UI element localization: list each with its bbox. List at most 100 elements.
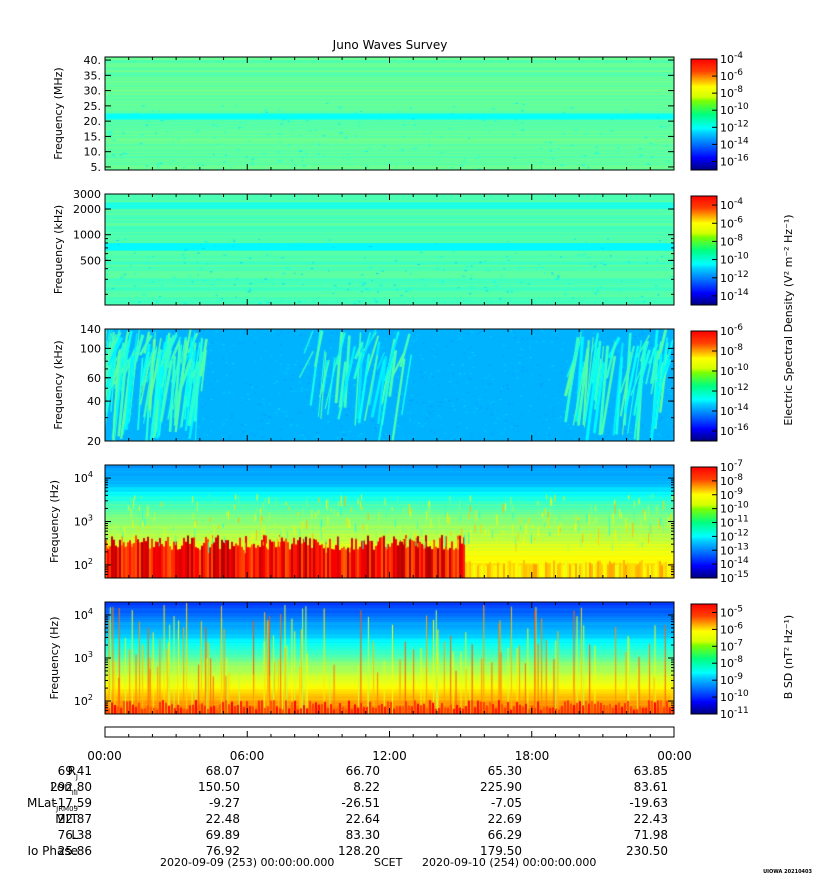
y-tick-label: 60 [87, 372, 101, 385]
ephemeris-value: -7.05 [491, 796, 522, 810]
y-axis-label: Frequency (MHz) [52, 67, 65, 159]
y-tick-label: 10. [84, 146, 102, 159]
ephemeris-value: 66.70 [346, 764, 380, 778]
colorbar-tick-label: 10-12 [720, 383, 749, 398]
y-tick-label: 104 [74, 607, 93, 622]
ephemeris-label: Io Phase [27, 844, 78, 858]
ephemeris-value: 22.48 [206, 812, 240, 826]
ephemeris-label: LonIII [50, 780, 78, 797]
ephemeris-label: RJ [68, 764, 78, 781]
colorbar-tick-label: 10-6 [720, 68, 743, 83]
footer-end-time: 2020-09-10 (254) 00:00:00.000 [422, 856, 596, 869]
ephemeris-value: 230.50 [626, 844, 668, 858]
colorbar-tick-label: 10-10 [720, 252, 749, 267]
colorbar-tick-label: 10-8 [720, 655, 743, 670]
colorbar-tick-label: 10-16 [720, 423, 749, 438]
colorbar: 10-4 10-6 10-8 10-10 10-12 10-14 [690, 195, 749, 306]
ephemeris-value: 22.87 [58, 812, 92, 826]
ephemeris-value: 76.92 [206, 844, 240, 858]
y-tick-label: 40. [84, 54, 102, 67]
colorbar-tick-label: 10-5 [720, 604, 743, 619]
time-tick-label: 00:00 [87, 749, 122, 763]
y-tick-label: 500 [80, 254, 101, 267]
ephemeris-row: MLatJRM09-17.59 -9.27 -26.51 -7.05 -19.63 [27, 796, 668, 813]
ephemeris-value: 83.30 [346, 828, 380, 842]
colorbar-gradient [690, 603, 718, 715]
spectrogram-image [105, 329, 674, 441]
colorbar-tick-label: 10-4 [720, 197, 743, 212]
ephemeris-label: L [71, 828, 78, 842]
ephemeris-value: 83.61 [634, 780, 668, 794]
spectrogram-panels: 5. 10. 15. 20. 25. 30. 35. 40. Frequency (MHz) 10… [48, 51, 749, 721]
y-tick-label: 100 [80, 342, 101, 355]
colorbar-tick-label: 10-10 [720, 102, 749, 117]
y-tick-label: 2000 [73, 203, 101, 216]
footer-start-time: 2020-09-09 (253) 00:00:00.000 [160, 856, 334, 869]
y-tick-label: 3000 [73, 188, 101, 201]
panel-lfr-high: 20 40 60 100 140 Frequency (kHz) 10-6 10-8 10-10… [52, 323, 749, 448]
colorbar-tick-label: 10-9 [720, 672, 743, 687]
y-tick-label: 102 [74, 557, 93, 572]
spectrogram-image [105, 57, 674, 170]
y-tick-label: 25. [84, 100, 102, 113]
y-axis-label: Frequency (kHz) [52, 205, 65, 294]
y-tick-label: 20. [84, 115, 102, 128]
colorbar-tick-label: 10-13 [720, 542, 749, 557]
colorbar-tick-label: 10-8 [720, 85, 743, 100]
y-tick-label: 15. [84, 130, 102, 143]
colorbar: 10-4 10-6 10-8 10-10 10-12 10-14 10-16 [690, 51, 749, 171]
colorbar-tick-label: 10-14 [720, 136, 749, 151]
colorbar-tick-label: 10-6 [720, 215, 743, 230]
electric-colorbar-title: Electric Spectral Density (V² m⁻² Hz⁻¹) [782, 214, 795, 425]
spectrogram-image [105, 194, 674, 305]
colorbar: 10-710-810-910-1010-1110-1210-1310-1410-… [690, 459, 749, 585]
ephemeris-value: 66.29 [488, 828, 522, 842]
colorbar-tick-label: 10-14 [720, 403, 749, 418]
colorbar-tick-label: 10-12 [720, 119, 749, 134]
ephemeris-value: 25.86 [58, 844, 92, 858]
time-tick-label: 12:00 [372, 749, 407, 763]
y-tick-label: 102 [74, 693, 93, 708]
y-axis-label: Frequency (kHz) [52, 340, 65, 429]
colorbar-tick-label: 10-8 [720, 473, 743, 488]
spectrogram-image [105, 465, 674, 578]
colorbar-tick-label: 10-15 [720, 570, 749, 585]
time-tick-label: 00:00 [657, 749, 692, 763]
y-tick-label: 1000 [73, 229, 101, 242]
ephemeris-value: 76.38 [58, 828, 92, 842]
colorbar-tick-label: 10-14 [720, 288, 749, 303]
time-tick-label: 18:00 [515, 749, 550, 763]
ephemeris-value: 68.07 [206, 764, 240, 778]
ephemeris-value: 69.41 [58, 764, 92, 778]
y-tick-label: 103 [74, 514, 93, 529]
ephemeris-value: 8.22 [353, 780, 380, 794]
colorbar-tick-label: 10-10 [720, 689, 749, 704]
colorbar-titles: Electric Spectral Density (V² m⁻² Hz⁻¹) … [782, 214, 795, 699]
y-tick-label: 104 [74, 470, 93, 485]
panel-hfr-low: 500 1000 2000 3000 Frequency (kHz) 10-4 10-6 10… [52, 188, 749, 306]
colorbar: 10-6 10-8 10-10 10-12 10-14 10-16 [690, 323, 749, 442]
colorbar-tick-label: 10-9 [720, 487, 743, 502]
y-tick-label: 5. [91, 161, 102, 174]
y-tick-label: 140 [80, 323, 101, 336]
spectrogram-image [105, 602, 674, 714]
colorbar-tick-label: 10-16 [720, 153, 749, 168]
ephemeris-value: -9.27 [209, 796, 240, 810]
ephemeris-value: 63.85 [634, 764, 668, 778]
colorbar-tick-label: 10-7 [720, 638, 743, 653]
ephemeris-value: 22.69 [488, 812, 522, 826]
footer: 2020-09-09 (253) 00:00:00.000 SCET 2020-… [160, 856, 596, 869]
colorbar-tick-label: 10-7 [720, 459, 743, 474]
ephemeris-value: -26.51 [341, 796, 380, 810]
colorbar-gradient [690, 195, 718, 306]
ephemeris-value: 22.43 [634, 812, 668, 826]
ephemeris-value: 128.20 [338, 844, 380, 858]
panel-lfr-low: 102 103 104 Frequency (Hz) 10-710-810-910-10… [48, 459, 749, 585]
colorbar-tick-label: 10-14 [720, 556, 749, 571]
